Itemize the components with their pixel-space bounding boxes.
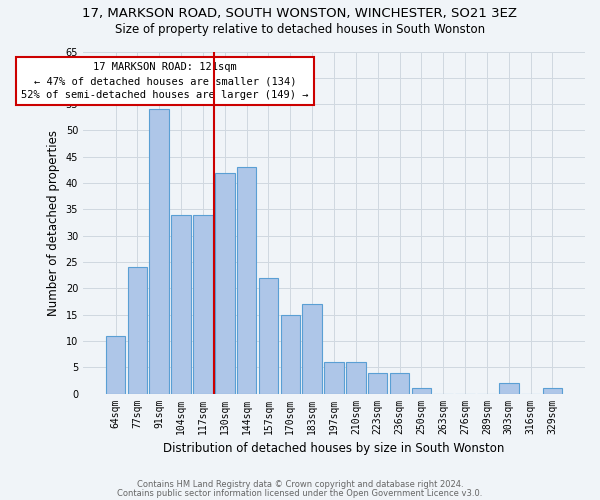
Bar bbox=[324, 362, 344, 394]
Bar bbox=[106, 336, 125, 394]
Bar bbox=[128, 268, 148, 394]
Y-axis label: Number of detached properties: Number of detached properties bbox=[47, 130, 60, 316]
Bar bbox=[193, 214, 213, 394]
Bar bbox=[389, 372, 409, 394]
Bar bbox=[346, 362, 365, 394]
Bar bbox=[281, 314, 300, 394]
Bar bbox=[237, 168, 256, 394]
Text: Size of property relative to detached houses in South Wonston: Size of property relative to detached ho… bbox=[115, 22, 485, 36]
Bar bbox=[149, 110, 169, 394]
X-axis label: Distribution of detached houses by size in South Wonston: Distribution of detached houses by size … bbox=[163, 442, 505, 455]
Bar bbox=[259, 278, 278, 394]
Bar bbox=[542, 388, 562, 394]
Text: Contains public sector information licensed under the Open Government Licence v3: Contains public sector information licen… bbox=[118, 488, 482, 498]
Text: 17, MARKSON ROAD, SOUTH WONSTON, WINCHESTER, SO21 3EZ: 17, MARKSON ROAD, SOUTH WONSTON, WINCHES… bbox=[83, 8, 517, 20]
Bar bbox=[412, 388, 431, 394]
Text: 17 MARKSON ROAD: 121sqm
← 47% of detached houses are smaller (134)
52% of semi-d: 17 MARKSON ROAD: 121sqm ← 47% of detache… bbox=[21, 62, 308, 100]
Bar bbox=[368, 372, 388, 394]
Text: Contains HM Land Registry data © Crown copyright and database right 2024.: Contains HM Land Registry data © Crown c… bbox=[137, 480, 463, 489]
Bar bbox=[172, 214, 191, 394]
Bar bbox=[302, 304, 322, 394]
Bar bbox=[215, 172, 235, 394]
Bar bbox=[499, 383, 518, 394]
